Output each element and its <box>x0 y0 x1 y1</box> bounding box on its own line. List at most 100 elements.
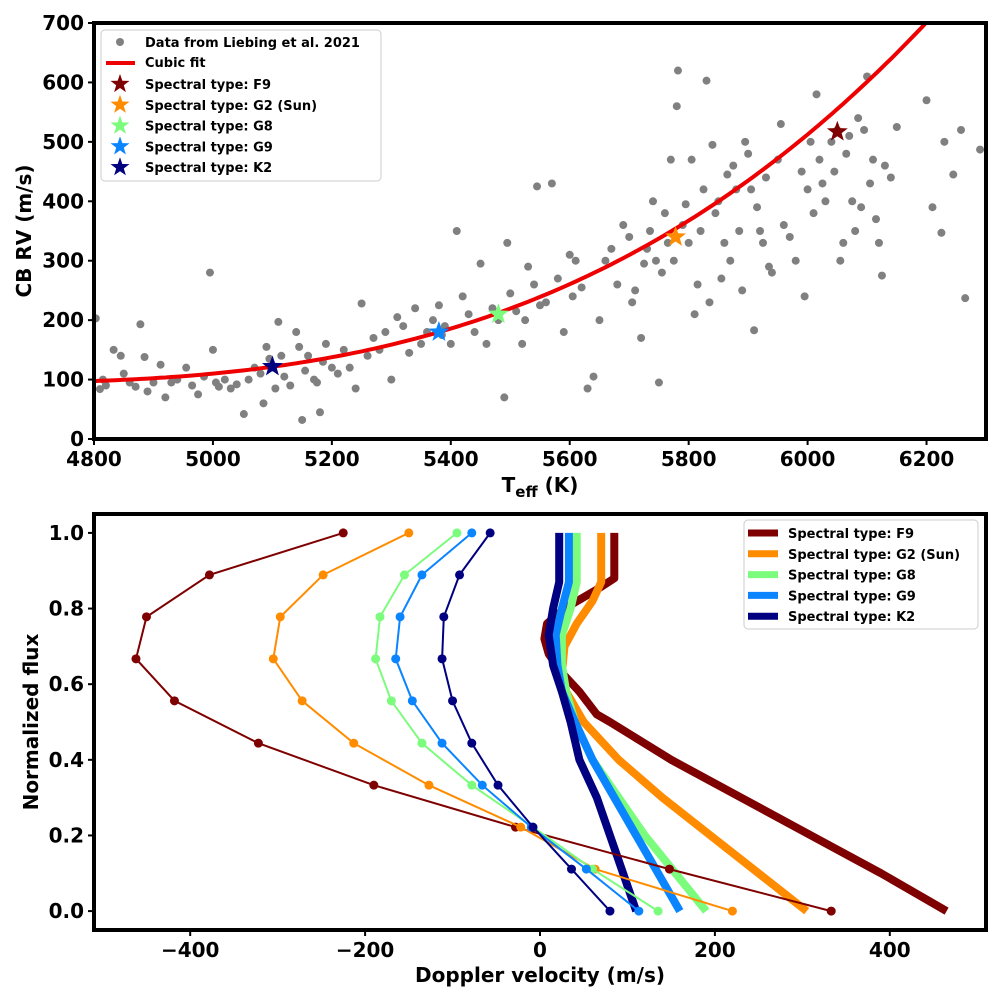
scatter-point <box>821 197 830 206</box>
scatter-point <box>506 289 515 298</box>
scatter-point <box>518 339 527 348</box>
scatter-point <box>589 372 598 381</box>
scatter-point <box>708 140 717 149</box>
bottom-chart: −400 −200 0 200 400 0.0 0.2 0.4 0.6 0.8 1.0 Doppl… <box>19 512 988 987</box>
scatter-point <box>464 310 473 319</box>
bisector-point <box>375 612 385 622</box>
bisector-point <box>605 906 615 916</box>
legend-star-marker <box>110 94 130 113</box>
scatter-point <box>747 185 756 194</box>
scatter-point <box>577 283 586 292</box>
scatter-point <box>369 333 378 342</box>
spectral-star-marker <box>487 303 509 324</box>
scatter-point <box>239 410 248 419</box>
bottom-y-ticks: 0.0 0.2 0.4 0.6 0.8 1.0 <box>49 521 94 923</box>
scatter-point <box>928 203 937 212</box>
scatter-point <box>536 301 544 310</box>
scatter-point <box>271 384 280 393</box>
legend-line-label: Spectral type: G2 (Sun) <box>788 548 960 563</box>
scatter-point <box>327 363 336 372</box>
scatter-point <box>109 345 118 354</box>
legend-star-marker <box>110 74 130 93</box>
spectral-type-stars <box>261 120 848 376</box>
x-tick-label: 5800 <box>661 447 717 471</box>
bisector-point <box>437 738 447 748</box>
bisector-point <box>727 906 737 916</box>
scatter-point <box>214 382 223 391</box>
bisector-point <box>581 864 591 874</box>
scatter-point <box>791 256 800 265</box>
scatter-point <box>143 387 152 396</box>
scatter-point <box>470 328 479 337</box>
scatter-point <box>607 244 616 253</box>
legend-star-label: Spectral type: G2 (Sun) <box>145 99 317 114</box>
bisector-point <box>338 528 348 538</box>
scatter-point <box>301 366 310 375</box>
bisector-point <box>493 780 503 790</box>
scatter-point <box>949 170 958 179</box>
scatter-point <box>205 268 214 277</box>
y-tick-label: 0.0 <box>49 899 84 923</box>
legend-star-label: Spectral type: G9 <box>145 140 273 155</box>
scatter-point <box>553 274 562 283</box>
scatter-point <box>521 316 530 325</box>
scatter-point <box>696 227 705 235</box>
bisector-point <box>318 570 328 580</box>
legend-star-marker <box>110 136 130 155</box>
scatter-point <box>136 320 145 329</box>
scatter-point <box>631 286 640 295</box>
top-plot-frame <box>92 21 988 441</box>
bisector-point <box>528 822 538 832</box>
legend-line-label: Spectral type: K2 <box>788 610 915 625</box>
scatter-point <box>735 227 744 235</box>
scatter-point <box>877 271 886 280</box>
scatter-point <box>313 378 321 387</box>
scatter-point <box>702 76 711 85</box>
bisector-point <box>826 906 836 916</box>
scatter-point <box>666 155 675 164</box>
scatter-point <box>381 328 390 337</box>
scatter-point <box>764 262 773 271</box>
scatter-point <box>646 227 655 235</box>
scatter-point <box>363 351 372 360</box>
bisector-point <box>395 612 405 622</box>
y-tick-label: 1.0 <box>49 521 84 545</box>
top-legend-box <box>100 29 382 182</box>
bisector-point <box>477 780 487 790</box>
scatter-point <box>922 96 931 105</box>
bottom-x-ticks: −400 −200 0 200 400 <box>161 930 911 962</box>
scatter-point <box>699 185 708 194</box>
scatter-point <box>298 415 307 424</box>
bisector-point <box>391 654 401 664</box>
x-tick-label: 400 <box>869 938 911 962</box>
scatter-point <box>842 149 851 158</box>
scatter-point <box>711 209 720 218</box>
bisector-line <box>134 531 832 913</box>
top-x-axis-label: Teff (K) <box>502 473 579 501</box>
spectral-star-marker <box>261 355 283 376</box>
scatter-point <box>738 286 747 295</box>
scatter-point <box>315 408 324 417</box>
line-profile <box>540 532 949 915</box>
scatter-point <box>687 155 696 164</box>
scatter-point <box>387 375 396 384</box>
scatter-point <box>277 351 286 360</box>
top-y-axis-label: CB RV (m/s) <box>12 164 36 297</box>
bisector-point <box>424 780 434 790</box>
scatter-point <box>673 66 682 75</box>
scatter-point <box>776 120 785 129</box>
bisector-line <box>441 532 611 912</box>
scatter-point <box>818 179 827 188</box>
bisector-point <box>448 696 458 706</box>
scatter-point <box>259 399 268 408</box>
bisector-point <box>664 864 674 874</box>
bisector-point <box>467 738 477 748</box>
scatter-point <box>571 256 580 265</box>
bisector-point <box>169 696 179 706</box>
scatter-point <box>651 256 660 265</box>
bisector-point <box>297 696 307 706</box>
scatter-point <box>693 280 702 289</box>
scatter-point <box>628 298 637 307</box>
bisector-point <box>634 906 644 916</box>
legend-star-label: Spectral type: K2 <box>145 161 272 176</box>
